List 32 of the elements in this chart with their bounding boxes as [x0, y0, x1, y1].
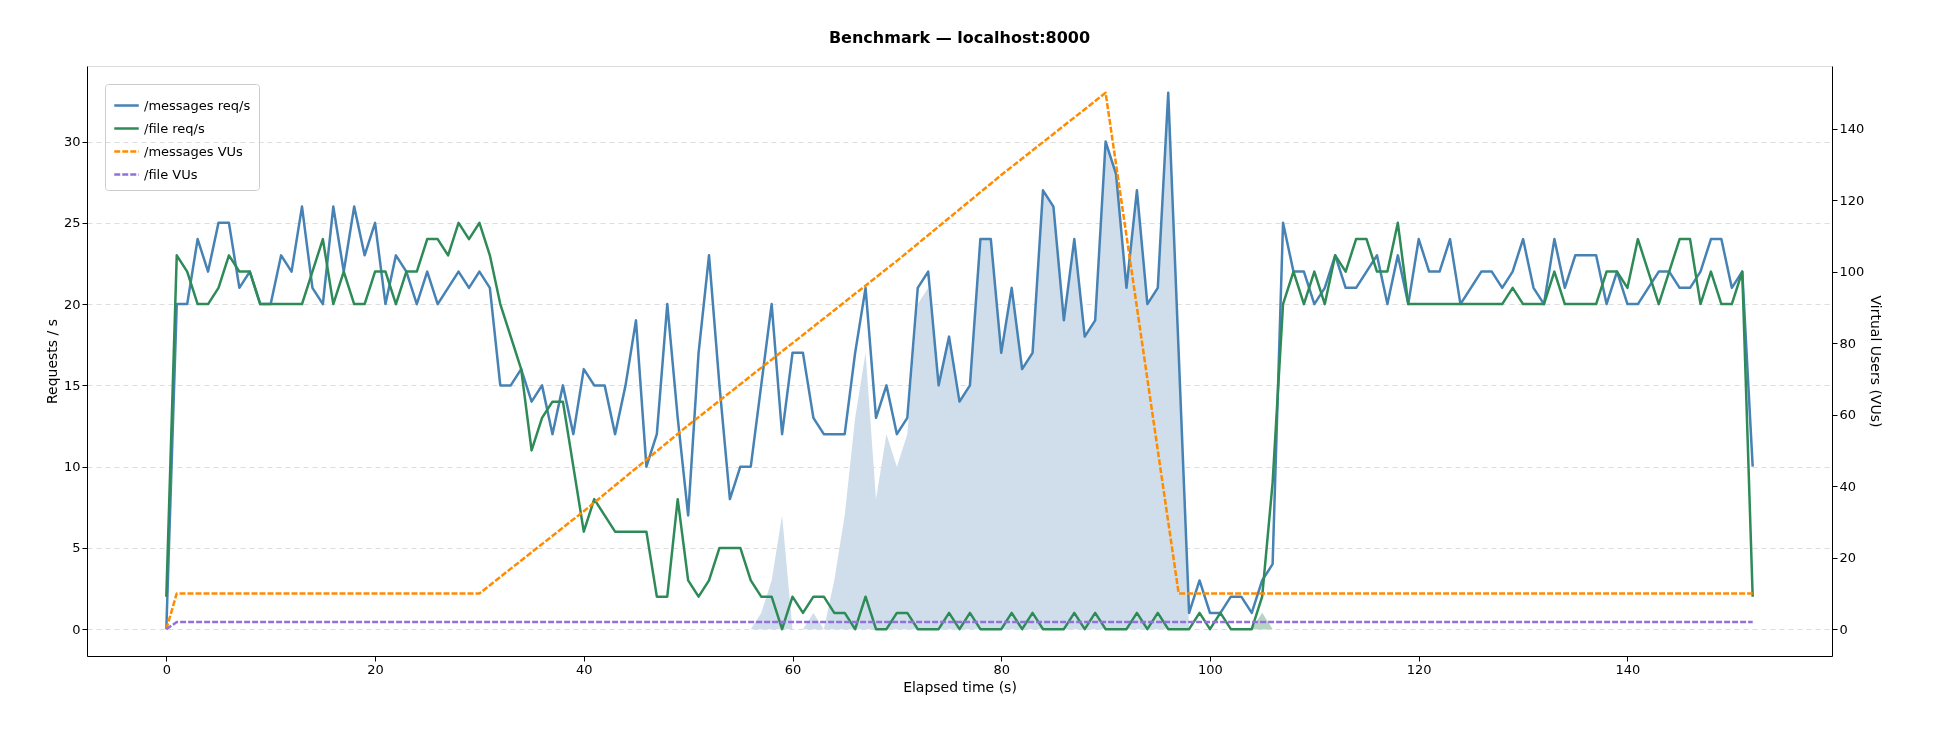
legend-label: /messages req/s: [144, 97, 251, 113]
y2-tick-label: 20: [1839, 550, 1857, 566]
y-tick-label: 30: [63, 134, 81, 150]
y-tick-label: 15: [63, 377, 81, 393]
y2-tick-label: 100: [1839, 264, 1865, 280]
chart-title: Benchmark — localhost:8000: [828, 28, 1091, 47]
x-tick-label: 140: [1615, 661, 1641, 677]
y-tick-label: 25: [63, 215, 81, 231]
y2-tick-label: 40: [1839, 478, 1857, 494]
x-tick-label: 40: [576, 661, 593, 677]
x-axis-title: Elapsed time (s): [903, 678, 1017, 695]
y-tick-label: 5: [72, 540, 81, 556]
x-tick-label: 20: [367, 661, 384, 677]
y-tick-label: 0: [72, 621, 81, 637]
y2-axis-title: Virtual Users (VUs): [1868, 295, 1885, 428]
y2-tick-label: 60: [1839, 407, 1857, 423]
y-tick-label: 10: [63, 459, 81, 475]
line-series: [165, 221, 1754, 631]
y-tick-label: 20: [63, 296, 81, 312]
y2-tick-label: 140: [1839, 121, 1865, 137]
legend-label: /file req/s: [144, 120, 205, 136]
legend-label: /file VUs: [144, 166, 198, 182]
y2-tick-label: 80: [1839, 335, 1857, 351]
x-tick-label: 60: [784, 661, 802, 677]
x-tick-label: 100: [1198, 661, 1223, 677]
x-tick-label: 120: [1406, 661, 1432, 677]
x-tick-label: 80: [993, 661, 1011, 677]
y2-tick-label: 120: [1839, 192, 1865, 208]
y2-tick-label: 0: [1839, 621, 1848, 637]
legend-label: /messages VUs: [144, 143, 244, 159]
x-tick-label: 0: [162, 661, 171, 677]
y-axis-title: Requests / s: [43, 318, 60, 405]
